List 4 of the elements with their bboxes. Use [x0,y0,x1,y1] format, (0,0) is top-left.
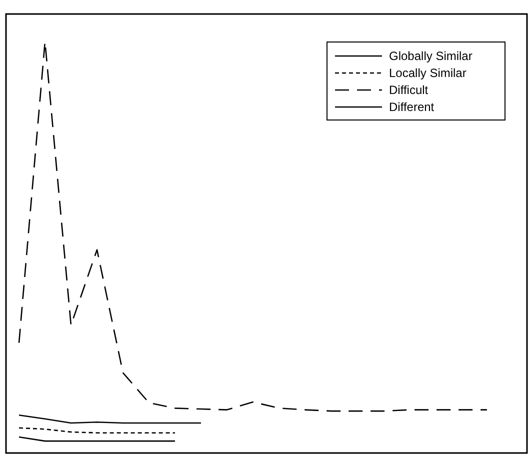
legend-label: Globally Similar [389,49,472,63]
legend-label: Locally Similar [389,66,466,80]
legend-label: Different [389,100,435,114]
legend-label: Difficult [389,83,429,97]
